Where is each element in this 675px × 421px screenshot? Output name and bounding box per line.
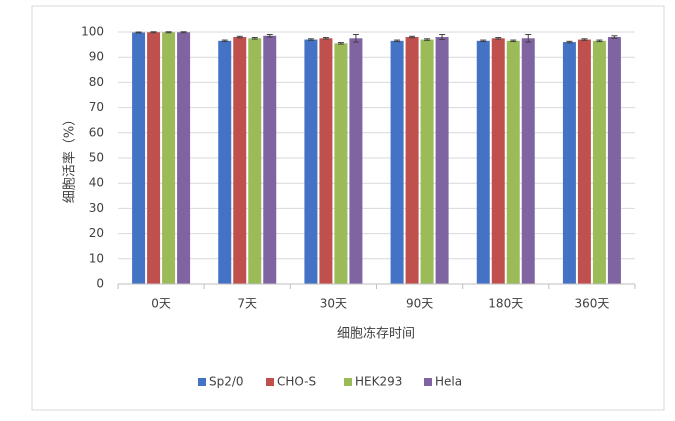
error-bar <box>221 39 228 43</box>
y-tick-label: 20 <box>89 226 104 240</box>
error-bar <box>322 37 329 40</box>
error-bar <box>480 39 487 43</box>
error-bar <box>352 34 359 43</box>
bar <box>592 40 606 284</box>
error-bar <box>251 37 258 40</box>
bar <box>405 37 419 284</box>
legend-swatch <box>344 378 352 386</box>
x-tick-label: 30天 <box>320 297 347 311</box>
bar <box>334 43 348 285</box>
error-bar <box>150 31 157 34</box>
legend-swatch <box>266 378 274 386</box>
y-tick-label: 60 <box>89 125 104 139</box>
bar <box>491 38 505 284</box>
bar <box>248 38 262 284</box>
bar <box>521 38 535 284</box>
legend-swatch <box>424 378 432 386</box>
bar <box>607 37 621 284</box>
bar <box>562 42 576 284</box>
error-bar <box>596 39 603 43</box>
legend-label: Hela <box>435 375 462 389</box>
x-tick-label: 0天 <box>151 297 171 311</box>
bar <box>218 40 232 284</box>
y-axis-title: 细胞活率（%） <box>62 113 78 203</box>
legend-label: Sp2/0 <box>209 375 244 389</box>
bar <box>319 38 333 284</box>
y-tick-label: 70 <box>89 100 104 114</box>
x-tick-label: 90天 <box>406 297 433 311</box>
error-bar <box>525 34 532 43</box>
error-bar <box>307 38 314 41</box>
y-tick-label: 80 <box>89 75 104 89</box>
error-bar <box>409 35 416 39</box>
bar <box>435 37 449 284</box>
bar <box>506 40 520 284</box>
bar <box>420 39 434 285</box>
error-bar <box>266 34 273 38</box>
bar <box>390 40 404 284</box>
y-tick-label: 100 <box>81 25 104 39</box>
bar <box>233 37 247 284</box>
error-bar <box>566 40 573 44</box>
error-bar <box>394 39 401 43</box>
bar <box>132 32 146 285</box>
error-bar <box>135 31 142 34</box>
y-tick-label: 90 <box>89 50 104 64</box>
error-bar <box>510 39 517 43</box>
y-tick-label: 10 <box>89 251 104 265</box>
error-bar <box>495 37 502 40</box>
x-tick-label: 360天 <box>574 297 609 311</box>
x-axis-title: 细胞冻存时间 <box>337 326 415 342</box>
legend-label: CHO-S <box>277 375 316 389</box>
error-bar <box>165 31 172 34</box>
bar <box>349 38 363 284</box>
error-bar <box>424 38 431 41</box>
bar <box>147 32 161 284</box>
x-tick-label: 180天 <box>488 297 523 311</box>
bar <box>577 39 591 285</box>
legend-label: HEK293 <box>355 375 402 389</box>
y-tick-label: 40 <box>89 176 104 190</box>
error-bar <box>236 35 243 39</box>
bar <box>476 40 490 284</box>
bar <box>177 32 191 284</box>
y-tick-label: 0 <box>96 277 104 291</box>
y-tick-label: 30 <box>89 201 104 215</box>
error-bar <box>180 31 187 34</box>
bar <box>263 35 277 284</box>
legend-swatch <box>198 378 206 386</box>
error-bar <box>611 35 618 39</box>
x-tick-label: 7天 <box>237 297 257 311</box>
bar <box>304 39 318 285</box>
error-bar <box>337 42 344 45</box>
error-bar <box>581 38 588 41</box>
y-tick-label: 50 <box>89 151 104 165</box>
error-bar <box>439 34 446 41</box>
bar <box>162 32 176 284</box>
